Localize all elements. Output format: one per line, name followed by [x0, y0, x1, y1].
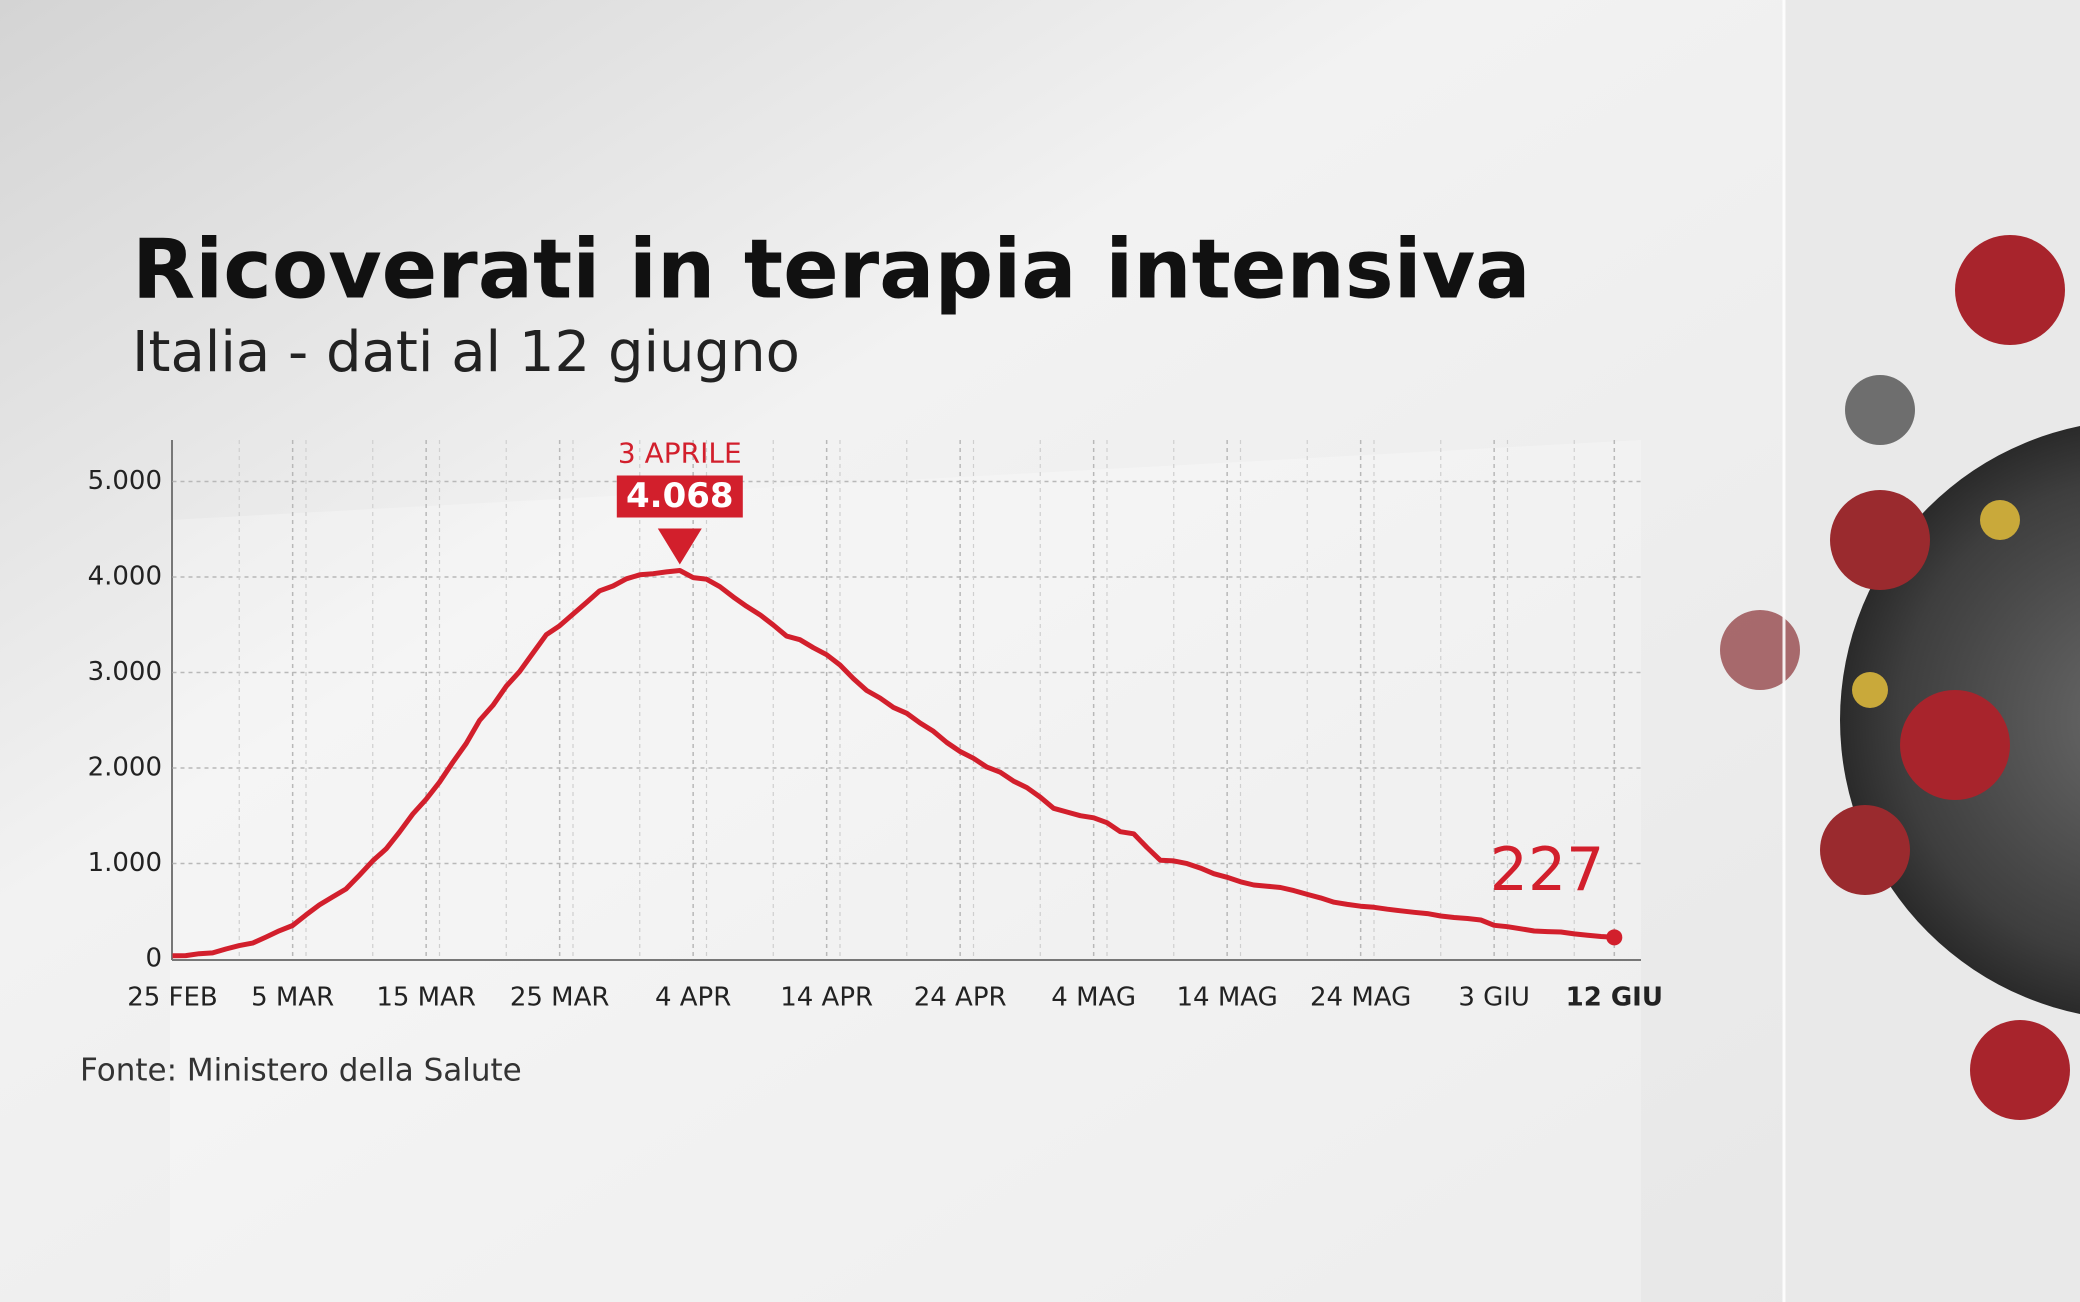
- peak-label-box: [616, 475, 743, 518]
- chart-subtitle: Italia - dati al 12 giugno: [132, 320, 800, 385]
- light-panel: [170, 440, 1641, 1302]
- x-tick-label: 14 MAG: [1177, 983, 1278, 1013]
- y-tick-label: 5.000: [88, 466, 162, 496]
- end-point: [1606, 929, 1623, 946]
- x-tick-label: 25 MAR: [510, 983, 610, 1013]
- source: Fonte: Ministero della Salute: [80, 1053, 522, 1089]
- x-tick-label: 24 APR: [914, 983, 1007, 1013]
- y-tick-label: 3.000: [88, 657, 162, 687]
- virus-illustration: [1720, 0, 2080, 1302]
- end-label: 227: [1490, 835, 1605, 905]
- y-tick-label: 1.000: [88, 848, 162, 878]
- x-tick-label: 15 MAR: [376, 983, 476, 1013]
- chart-title: Ricoverati in terapia intensiva: [132, 222, 1531, 317]
- y-tick-label: 0: [145, 944, 162, 974]
- x-tick-label: 4 MAG: [1051, 983, 1136, 1013]
- x-tick-label: 3 GIU: [1458, 983, 1530, 1013]
- annotation: 3 APRILE: [618, 437, 742, 470]
- x-tick-label: 5 MAR: [251, 983, 334, 1013]
- y-tick-label: 2.000: [88, 753, 162, 783]
- peak-pointer: [657, 528, 702, 565]
- data-line: [172, 568, 1615, 959]
- x-tick-label: 14 APR: [780, 983, 873, 1013]
- x-tick-label: 24 MAG: [1310, 983, 1411, 1013]
- y-tick-label: 4.000: [88, 562, 162, 592]
- x-tick-label: 4 APR: [655, 983, 731, 1013]
- peak-label: 4.068: [626, 476, 734, 516]
- x-tick-label: 25 FEB: [127, 983, 218, 1013]
- x-tick-label: 12 GIU: [1566, 983, 1663, 1013]
